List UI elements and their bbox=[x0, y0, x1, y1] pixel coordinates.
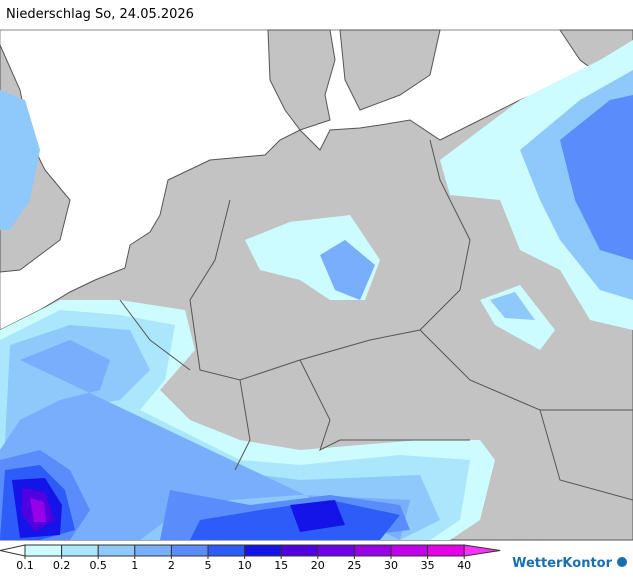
legend-cell bbox=[244, 544, 282, 557]
map-title: Niederschlag So, 24.05.2026 bbox=[6, 7, 194, 22]
legend-cell bbox=[170, 544, 209, 557]
legend-cell bbox=[427, 544, 465, 557]
precipitation bbox=[0, 40, 633, 540]
legend-cell bbox=[97, 544, 136, 557]
map bbox=[0, 29, 633, 541]
border bbox=[119, 139, 633, 501]
legend-cell bbox=[317, 544, 355, 557]
legend-label: 25 bbox=[347, 559, 361, 572]
legend-label: 35 bbox=[421, 559, 435, 572]
legend-label: 10 bbox=[238, 559, 252, 572]
legend-arrow bbox=[0, 544, 26, 557]
brand: WetterKontor bbox=[512, 556, 613, 571]
legend-label: 20 bbox=[311, 559, 325, 572]
legend-label: 0.1 bbox=[16, 559, 34, 572]
legend-label: 0.5 bbox=[89, 559, 107, 572]
legend-label: 2 bbox=[168, 559, 175, 572]
legend-label: 5 bbox=[205, 559, 212, 572]
legend-label: 40 bbox=[457, 559, 471, 572]
legend-label: 0.2 bbox=[53, 559, 71, 572]
legend-cell bbox=[353, 544, 392, 557]
legend-cell bbox=[61, 544, 99, 557]
legend-arrow bbox=[463, 544, 501, 557]
legend-cell bbox=[207, 544, 246, 557]
land bbox=[267, 29, 336, 131]
legend-cell bbox=[134, 544, 172, 557]
legend: 0.1 0.2 0.5 1 2 5 10 15 20 25 30 35 40 bbox=[0, 544, 501, 572]
legend-label: 15 bbox=[274, 559, 288, 572]
legend-label: 1 bbox=[131, 559, 138, 572]
land bbox=[339, 29, 441, 111]
legend-cell bbox=[24, 544, 63, 557]
brand-icon bbox=[617, 557, 627, 567]
legend-cell bbox=[390, 544, 429, 557]
legend-cell bbox=[280, 544, 319, 557]
legend-label: 30 bbox=[384, 559, 398, 572]
